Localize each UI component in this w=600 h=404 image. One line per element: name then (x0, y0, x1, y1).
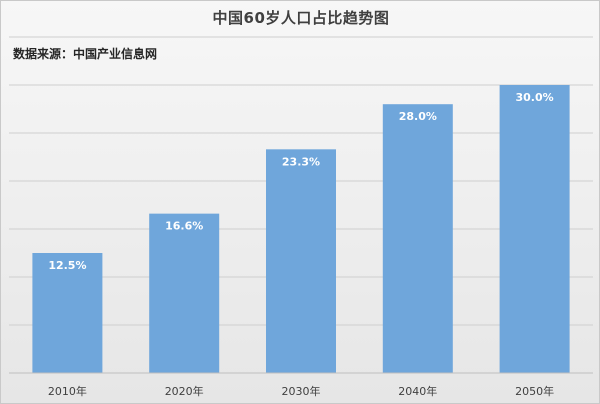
bar-2030年 (266, 149, 336, 373)
data-label: 30.0% (516, 91, 554, 104)
chart-source: 数据来源：中国产业信息网 (13, 47, 158, 61)
x-tick-label: 2010年 (48, 384, 87, 398)
data-label: 23.3% (282, 155, 320, 168)
bar-2040年 (382, 104, 453, 373)
x-tick-label: 2040年 (398, 384, 437, 398)
data-label: 28.0% (399, 110, 437, 123)
chart-title: 中国60岁人口占比趋势图 (212, 9, 390, 27)
bar-2050年 (499, 85, 570, 373)
data-label: 12.5% (48, 259, 86, 272)
data-label: 16.6% (165, 220, 203, 233)
bar-2020年 (149, 213, 220, 373)
x-tick-label: 2030年 (282, 384, 321, 398)
x-tick-label: 2020年 (165, 384, 204, 398)
bar-2010年 (32, 253, 103, 373)
x-tick-label: 2050年 (515, 384, 554, 398)
